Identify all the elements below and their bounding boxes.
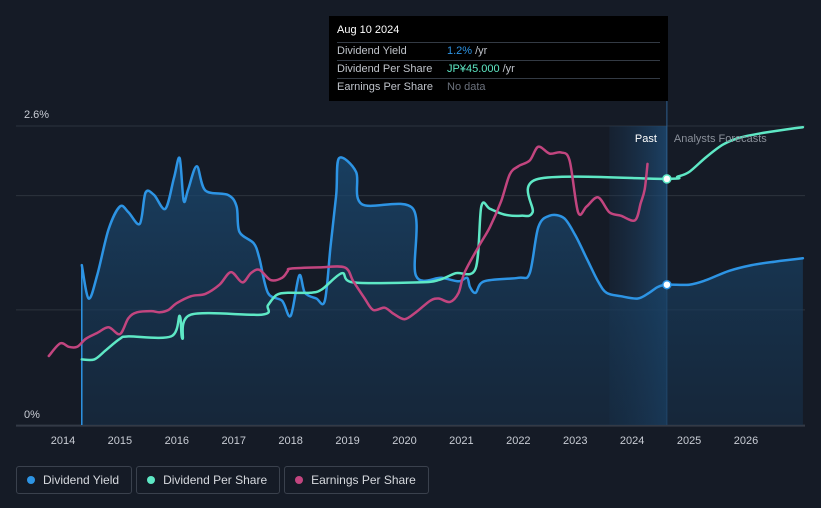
tooltip-row-value: JP¥45.000 [447,63,500,75]
tooltip-row-dividend-yield: Dividend Yield 1.2% /yr [337,42,660,60]
dividend-yield-area [81,157,803,425]
legend-item-dividend-per-share[interactable]: Dividend Per Share [136,466,281,494]
dividend-per-share-line [80,125,805,362]
x-tick-label: 2026 [734,435,758,447]
dividend-yield-marker [662,279,672,290]
x-tick-label: 2025 [677,435,701,447]
x-tick-label: 2016 [165,435,189,447]
forecast-label: Analysts Forecasts [674,133,767,145]
legend-item-dividend-yield[interactable]: Dividend Yield [16,466,133,494]
tooltip-date: Aug 10 2024 [337,24,400,36]
axes: 2014 2015 2016 2017 2018 2019 2020 2021 2022 2023… [16,109,805,447]
x-tick-label: 2024 [620,435,644,447]
series-lines [47,125,805,362]
x-tick-label: 2017 [222,435,246,447]
legend-item-earnings-per-share[interactable]: Earnings Per Share [284,466,429,494]
x-tick-label: 2015 [108,435,132,447]
x-tick-label: 2020 [392,435,416,447]
tooltip-row-label: Earnings Per Share [337,81,433,93]
tooltip-row-value: 1.2% [447,45,473,57]
tooltip-row-label: Dividend Yield [337,45,407,57]
series-markers [662,174,672,290]
tooltip-row-value: No data [447,81,486,93]
dividend-yield-line [80,156,805,318]
legend: Dividend Yield Dividend Per Share Earnin… [16,466,429,494]
past-label: Past [635,133,657,145]
legend-label: Earnings Per Share [311,473,416,487]
tooltip-row-unit: /yr [475,45,488,57]
series-fills [81,157,803,425]
legend-label: Dividend Per Share [163,473,268,487]
legend-label: Dividend Yield [43,473,120,487]
tooltip-row-unit: /yr [502,63,515,75]
legend-dot-icon [27,476,35,484]
x-tick-label: 2022 [506,435,530,447]
x-tick-label: 2014 [51,435,75,447]
y-tick-label: 0% [24,409,40,421]
tooltip-row-dividend-per-share: Dividend Per Share JP¥45.000 /yr [337,60,660,78]
y-tick-label: 2.6% [24,109,49,121]
legend-dot-icon [295,476,304,484]
x-tick-label: 2021 [449,435,473,447]
tooltip-row-earnings-per-share: Earnings Per Share No data [337,78,660,96]
x-tick-label: 2019 [335,435,359,447]
tooltip-row-label: Dividend Per Share [337,63,433,75]
x-tick-label: 2018 [278,435,302,447]
region-labels: Past Analysts Forecasts [635,133,767,145]
legend-dot-icon [147,476,156,484]
tooltip: Aug 10 2024 Dividend Yield 1.2% /yr Divi… [329,16,668,101]
dividend-per-share-marker [662,174,672,184]
x-tick-label: 2023 [563,435,587,447]
earnings-per-share-line [47,145,649,358]
